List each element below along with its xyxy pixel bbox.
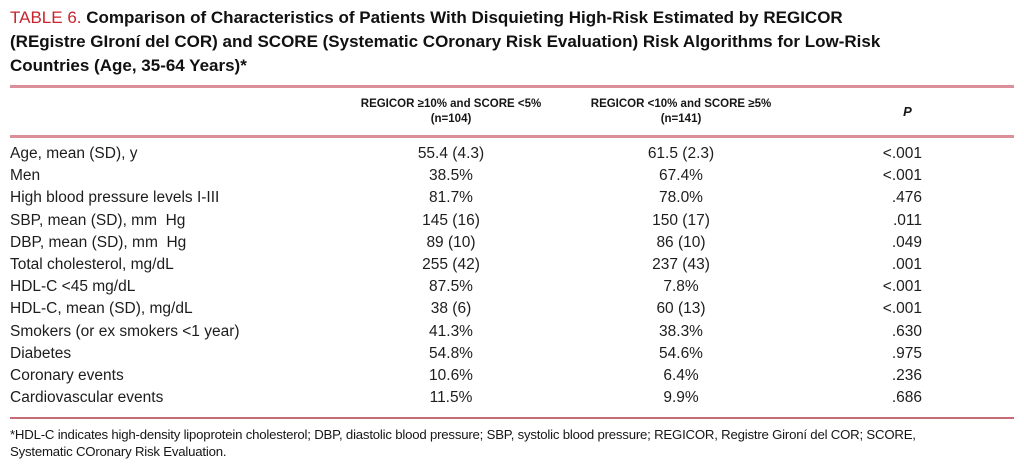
- row-group2-value: 38.3%: [659, 322, 703, 340]
- row-group2-value: 237 (43): [652, 255, 710, 273]
- row-label: SBP, mean (SD), mm Hg: [10, 211, 186, 229]
- row-p-value: .686: [891, 389, 922, 407]
- paper-table-figure: TABLE 6. Comparison of Characteristics o…: [10, 6, 1014, 460]
- table-footnote: *HDL-C indicates high-density lipoprotei…: [10, 419, 1014, 460]
- row-group1-value: 54.8%: [429, 344, 473, 362]
- row-group1-value: 81.7%: [429, 189, 473, 207]
- title-line-2: (REgistre GIroní del COR) and SCORE (Sys…: [10, 32, 881, 51]
- table-header-row: REGICOR ≥10% and SCORE <5% (n=104) REGIC…: [10, 88, 1014, 135]
- divider-bottom: [10, 417, 1014, 420]
- title-line-3: Countries (Age, 35-64 Years)*: [10, 56, 247, 75]
- row-group2-value: 54.6%: [659, 344, 703, 362]
- table-row: Age, mean (SD), y 55.4 (4.3) 61.5 (2.3) <.0…: [10, 143, 1014, 165]
- header-group1-title: REGICOR ≥10% and SCORE <5%: [360, 98, 542, 110]
- table-row: Cardiovascular events 11.5% 9.9% .686: [10, 387, 1014, 409]
- divider-top: [10, 85, 1014, 88]
- row-group2-value: 78.0%: [659, 189, 703, 207]
- table-row: DBP, mean (SD), mm Hg 89 (10) 86 (10) .049: [10, 232, 1014, 254]
- row-group2-value: 150 (17): [652, 211, 710, 229]
- row-group2-value: 7.8%: [663, 278, 699, 296]
- row-group2-value: 6.4%: [663, 366, 699, 384]
- table-row: SBP, mean (SD), mm Hg 145 (16) 150 (17) .01…: [10, 210, 1014, 232]
- table-body: Age, mean (SD), y 55.4 (4.3) 61.5 (2.3) <.0…: [10, 138, 1014, 409]
- table-number: TABLE 6.: [10, 8, 82, 27]
- row-p-value: <.001: [882, 278, 922, 296]
- row-p-value: .476: [891, 189, 922, 207]
- footnote-line-1: *HDL-C indicates high-density lipoprotei…: [10, 427, 916, 443]
- row-p-value: .630: [891, 322, 922, 340]
- row-p-value: <.001: [882, 145, 922, 162]
- row-p-value: .236: [891, 366, 922, 384]
- row-label: Diabetes: [10, 344, 72, 362]
- table-row: Men 38.5% 67.4% <.001: [10, 165, 1014, 187]
- row-label: Smokers (or ex smokers <1 year): [10, 322, 240, 340]
- row-label: HDL-C, mean (SD), mg/dL: [10, 300, 193, 318]
- header-group1: REGICOR ≥10% and SCORE <5% (n=104): [341, 97, 561, 127]
- row-group2-value: 9.9%: [663, 389, 699, 407]
- row-p-value: .049: [891, 233, 922, 251]
- row-group2-value: 67.4%: [659, 167, 703, 185]
- table-title: TABLE 6. Comparison of Characteristics o…: [10, 6, 1014, 78]
- row-group1-value: 55.4 (4.3): [417, 145, 485, 162]
- row-group2-value: 60 (13): [656, 300, 706, 318]
- row-group1-value: 38 (6): [430, 300, 472, 318]
- row-group1-value: 11.5%: [429, 389, 473, 407]
- row-label: Total cholesterol, mg/dL: [10, 255, 174, 273]
- row-group1-value: 255 (42): [422, 255, 480, 273]
- header-characteristic-column: [10, 97, 341, 127]
- row-p-value: .001: [891, 255, 922, 273]
- row-p-value: <.001: [882, 167, 922, 185]
- table-row: HDL-C, mean (SD), mg/dL 38 (6) 60 (13) <.00…: [10, 298, 1014, 320]
- header-p-value: P: [903, 104, 912, 119]
- row-label: Coronary events: [10, 366, 124, 384]
- row-group2-value: 61.5 (2.3): [647, 145, 715, 162]
- header-group2-title: REGICOR <10% and SCORE ≥5%: [590, 98, 772, 110]
- row-p-value: .011: [892, 211, 922, 229]
- row-p-value: <.001: [882, 300, 922, 318]
- row-group1-value: 89 (10): [426, 233, 476, 251]
- row-group1-value: 87.5%: [429, 278, 473, 296]
- title-line-1: TABLE 6. Comparison of Characteristics o…: [10, 6, 1014, 30]
- row-group1-value: 10.6%: [429, 366, 473, 384]
- row-label: Men: [10, 167, 41, 185]
- row-group1-value: 38.5%: [429, 167, 473, 185]
- title-caption-part-1: Comparison of Characteristics of Patient…: [86, 8, 843, 27]
- row-label: Cardiovascular events: [10, 389, 164, 407]
- row-p-value: .975: [891, 344, 922, 362]
- header-group2-n: (n=141): [660, 113, 702, 125]
- table-row: Coronary events 10.6% 6.4% .236: [10, 365, 1014, 387]
- row-label: HDL-C <45 mg/dL: [10, 278, 136, 296]
- table-row: Diabetes 54.8% 54.6% .975: [10, 343, 1014, 365]
- divider-header: [10, 135, 1014, 138]
- table-row: High blood pressure levels I-III 81.7% 78.…: [10, 187, 1014, 209]
- table-row: HDL-C <45 mg/dL 87.5% 7.8% <.001: [10, 276, 1014, 298]
- table-row: Total cholesterol, mg/dL 255 (42) 237 (43)…: [10, 254, 1014, 276]
- row-group1-value: 145 (16): [422, 211, 480, 229]
- row-group1-value: 41.3%: [429, 322, 473, 340]
- row-label: Age, mean (SD), y: [10, 145, 138, 162]
- table-row: Smokers (or ex smokers <1 year) 41.3% 38.3…: [10, 321, 1014, 343]
- header-group2: REGICOR <10% and SCORE ≥5% (n=141): [561, 97, 801, 127]
- row-label: High blood pressure levels I-III: [10, 189, 220, 207]
- row-group2-value: 86 (10): [656, 233, 706, 251]
- header-group1-n: (n=104): [430, 113, 472, 125]
- row-label: DBP, mean (SD), mm Hg: [10, 233, 187, 251]
- footnote-line-2: Systematic COronary Risk Evaluation.: [10, 444, 227, 460]
